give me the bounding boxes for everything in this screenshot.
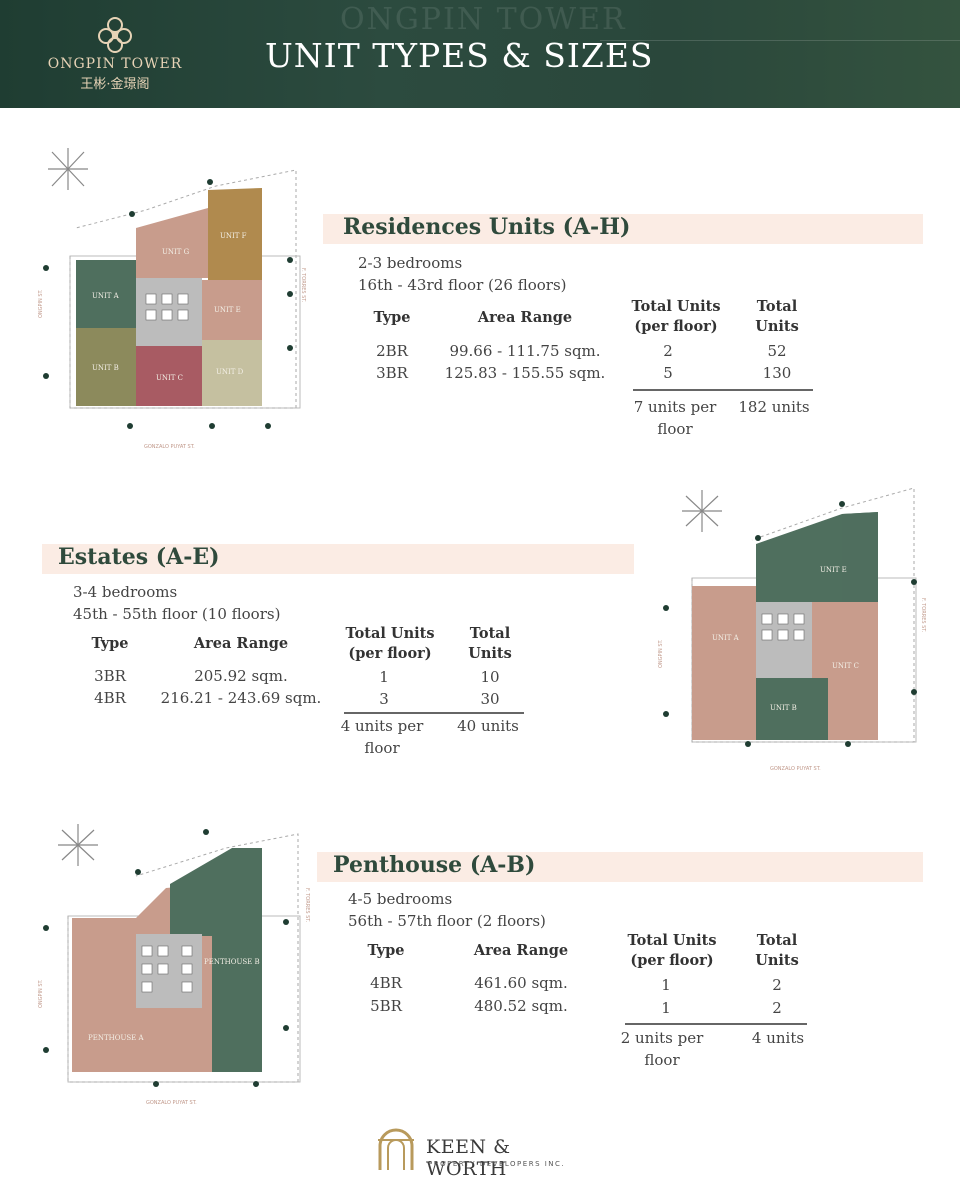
- penthouse-th-area: Area Range: [473, 942, 569, 959]
- estates-row1-total: 10: [480, 668, 500, 686]
- estates-row2-total: 30: [480, 690, 500, 708]
- penthouse-row1-total: 2: [772, 976, 782, 994]
- estates-th-per-floor: Total Units (per floor): [345, 625, 435, 662]
- page-title: UNIT TYPES & SIZES: [265, 36, 654, 75]
- estates-th-total: Total Units: [468, 625, 512, 662]
- svg-text:F. TORRES ST.: F. TORRES ST.: [304, 888, 310, 923]
- residences-th-per-floor: Total Units (per floor): [631, 298, 721, 335]
- background-line: [600, 40, 960, 41]
- svg-text:GONZALO PUYAT ST.: GONZALO PUYAT ST.: [144, 444, 195, 450]
- penthouse-row2-area: 480.52 sqm.: [474, 997, 568, 1015]
- penthouse-th-type: Type: [367, 942, 405, 959]
- svg-text:UNIT C: UNIT C: [832, 662, 859, 670]
- estates-th-area: Area Range: [193, 635, 289, 652]
- svg-text:UNIT D: UNIT D: [216, 368, 244, 376]
- svg-text:UNIT A: UNIT A: [92, 292, 120, 300]
- penthouse-th-total: Total Units: [755, 932, 799, 969]
- developer-logo: KEEN & WORTH PROPERTY DEVELOPERS INC.: [372, 1126, 592, 1180]
- penthouse-floors: 56th - 57th floor (2 floors): [348, 912, 546, 930]
- residences-title: Residences Units (A-H): [343, 214, 631, 240]
- developer-subtitle: PROPERTY DEVELOPERS INC.: [428, 1160, 566, 1168]
- penthouse-sum-total: 4 units: [751, 1029, 805, 1047]
- residences-th-type: Type: [373, 309, 411, 326]
- svg-text:ONGPIN ST.: ONGPIN ST.: [38, 289, 44, 318]
- svg-text:UNIT G: UNIT G: [162, 248, 190, 256]
- svg-text:UNIT E: UNIT E: [214, 306, 241, 314]
- estates-title-bar: [42, 544, 634, 574]
- estates-row1-type: 3BR: [94, 667, 126, 685]
- svg-text:ONGPIN ST.: ONGPIN ST.: [38, 979, 44, 1008]
- svg-text:F. TORRES ST.: F. TORRES ST.: [300, 268, 306, 303]
- estates-sum-per-floor: 4 units per floor: [340, 717, 424, 757]
- brand-name: ONGPIN TOWER: [47, 56, 183, 72]
- estates-row1-area: 205.92 sqm.: [194, 667, 288, 685]
- svg-text:UNIT F: UNIT F: [220, 232, 247, 240]
- residences-sum-total: 182 units: [738, 398, 810, 416]
- developer-brand: KEEN & WORTH: [426, 1136, 511, 1180]
- estates-row2-area: 216.21 - 243.69 sqm.: [160, 689, 322, 707]
- estates-total-rule: [344, 712, 524, 714]
- residences-row2-per-floor: 5: [663, 364, 673, 382]
- svg-text:GONZALO PUYAT ST.: GONZALO PUYAT ST.: [770, 766, 821, 772]
- estates-floors: 45th - 55th floor (10 floors): [73, 605, 281, 623]
- penthouse-row2-total: 2: [772, 999, 782, 1017]
- background-watermark: ONGPIN TOWER: [340, 2, 627, 37]
- estates-row2-per-floor: 3: [379, 690, 389, 708]
- svg-text:UNIT E: UNIT E: [820, 566, 847, 574]
- svg-text:UNIT C: UNIT C: [156, 374, 183, 382]
- penthouse-row2-type: 5BR: [370, 997, 402, 1015]
- residences-th-total: Total Units: [755, 298, 799, 335]
- residences-row1-per-floor: 2: [663, 342, 673, 360]
- estates-floor-plan: UNIT A UNIT B UNIT C UNIT E ONGPIN ST. F…: [658, 487, 926, 772]
- estates-row2-type: 4BR: [94, 689, 126, 707]
- residences-row2-type: 3BR: [376, 364, 408, 382]
- residences-row2-total: 130: [762, 364, 792, 382]
- penthouse-title-bar: [317, 852, 923, 882]
- svg-text:UNIT B: UNIT B: [770, 704, 797, 712]
- penthouse-row1-per-floor: 1: [661, 976, 671, 994]
- svg-text:F. TORRES ST.: F. TORRES ST.: [920, 598, 926, 633]
- brand-emblem-icon: [98, 17, 132, 53]
- residences-title-bar: [323, 214, 923, 244]
- svg-text:PENTHOUSE A: PENTHOUSE A: [88, 1034, 144, 1042]
- residences-th-area: Area Range: [477, 309, 573, 326]
- penthouse-floor-plan: PENTHOUSE A PENTHOUSE B ONGPIN ST. F. TO…: [38, 824, 310, 1106]
- svg-text:UNIT B: UNIT B: [92, 364, 119, 372]
- brand-logo: ONGPIN TOWER 王彬·金璟阁: [40, 14, 190, 92]
- residences-row1-type: 2BR: [376, 342, 408, 360]
- brand-name-cn: 王彬·金璟阁: [80, 77, 150, 92]
- residences-sum-per-floor: 7 units per floor: [633, 398, 717, 438]
- penthouse-total-rule: [625, 1023, 807, 1025]
- residences-floor-plan: UNIT A UNIT B UNIT C UNIT D UNIT E UNIT …: [38, 148, 306, 450]
- residences-bedrooms: 2-3 bedrooms: [358, 254, 463, 272]
- penthouse-row2-per-floor: 1: [661, 999, 671, 1017]
- residences-row2-area: 125.83 - 155.55 sqm.: [444, 364, 606, 382]
- svg-text:PENTHOUSE B: PENTHOUSE B: [204, 958, 260, 966]
- estates-title: Estates (A-E): [58, 544, 220, 570]
- residences-floors: 16th - 43rd floor (26 floors): [358, 276, 567, 294]
- penthouse-row1-area: 461.60 sqm.: [474, 974, 568, 992]
- svg-text:ONGPIN ST.: ONGPIN ST.: [658, 639, 664, 668]
- estates-th-type: Type: [91, 635, 129, 652]
- residences-total-rule: [633, 389, 813, 391]
- penthouse-sum-per-floor: 2 units per floor: [620, 1029, 704, 1069]
- penthouse-row1-type: 4BR: [370, 974, 402, 992]
- penthouse-th-per-floor: Total Units (per floor): [627, 932, 717, 969]
- penthouse-title: Penthouse (A-B): [333, 852, 536, 878]
- estates-bedrooms: 3-4 bedrooms: [73, 583, 178, 601]
- header-banner: ONGPIN TOWER ONGPIN TOWER 王彬·金璟阁 UNIT TY…: [0, 0, 960, 108]
- svg-text:UNIT A: UNIT A: [712, 634, 740, 642]
- svg-text:GONZALO PUYAT ST.: GONZALO PUYAT ST.: [146, 1100, 197, 1106]
- estates-row1-per-floor: 1: [379, 668, 389, 686]
- residences-row1-total: 52: [767, 342, 787, 360]
- residences-row1-area: 99.66 - 111.75 sqm.: [449, 342, 601, 360]
- arch-emblem-icon: [378, 1128, 414, 1170]
- penthouse-bedrooms: 4-5 bedrooms: [348, 890, 453, 908]
- estates-sum-total: 40 units: [457, 717, 519, 735]
